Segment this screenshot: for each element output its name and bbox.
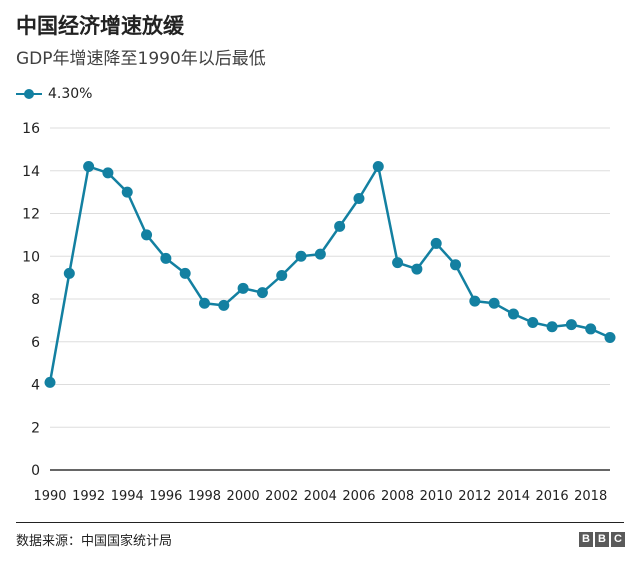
bbc-logo: B B C (579, 532, 625, 547)
data-point (469, 295, 481, 307)
data-point (256, 287, 268, 299)
data-point (160, 252, 172, 264)
x-tick-label: 1998 (188, 489, 221, 504)
x-tick-label: 1990 (33, 489, 66, 504)
y-tick-label: 2 (31, 420, 40, 436)
line-chart: 0 2 4 6 8 10 12 14 16 1990 1992 1994 1996 1998 2000 200… (22, 121, 616, 504)
series-line (48, 165, 611, 383)
x-tick-label: 2008 (381, 489, 414, 504)
x-tick-label: 2014 (497, 489, 530, 504)
x-tick-label: 2016 (536, 489, 569, 504)
data-point (411, 263, 423, 275)
data-point (430, 237, 442, 249)
source-note: 数据来源：中国国家统计局 (16, 534, 173, 549)
data-point (585, 323, 597, 335)
data-point (218, 299, 230, 311)
y-tick-label: 16 (22, 121, 40, 137)
y-tick-label: 4 (31, 378, 40, 394)
x-tick-label: 2006 (342, 489, 375, 504)
y-tick-label: 10 (22, 249, 40, 265)
bbc-logo-letter: B (595, 532, 609, 547)
data-point (179, 267, 191, 279)
data-point (546, 321, 558, 333)
chart-title: 中国经济增速放缓 (16, 14, 184, 38)
y-tick-label: 0 (31, 463, 40, 479)
x-tick-label: 2012 (458, 489, 491, 504)
data-point (450, 259, 462, 271)
data-point (488, 297, 500, 309)
x-tick-label: 1992 (72, 489, 105, 504)
data-point (121, 186, 133, 198)
data-point (102, 167, 114, 179)
data-point (527, 317, 539, 329)
data-point (44, 376, 56, 388)
bbc-logo-letter: B (579, 532, 593, 547)
data-point (507, 308, 519, 320)
x-tick-label: 2004 (304, 489, 337, 504)
data-point (276, 269, 288, 281)
x-tick-label: 1994 (111, 489, 144, 504)
data-point (314, 248, 326, 260)
data-point (372, 160, 384, 172)
legend: 4.30% (16, 84, 92, 104)
data-point (392, 257, 404, 269)
y-tick-label: 8 (31, 292, 40, 308)
y-tick-label: 14 (22, 164, 40, 180)
data-point (604, 331, 616, 343)
x-tick-label: 2002 (265, 489, 298, 504)
legend-line-marker-icon (16, 88, 42, 100)
legend-label: 4.30% (48, 86, 93, 102)
x-tick-label: 2010 (420, 489, 453, 504)
x-tick-label: 2000 (227, 489, 260, 504)
footer-divider (16, 522, 624, 523)
chart-subtitle: GDP年增速降至1990年以后最低 (16, 49, 266, 69)
y-tick-label: 12 (22, 207, 40, 223)
data-point (141, 229, 153, 241)
data-point (565, 319, 577, 331)
data-point (83, 160, 95, 172)
bbc-logo-letter: C (611, 532, 625, 547)
data-point (353, 193, 365, 205)
x-tick-label: 2018 (574, 489, 607, 504)
data-point (334, 220, 346, 232)
x-tick-label: 1996 (149, 489, 182, 504)
data-point (198, 297, 210, 309)
y-tick-label: 6 (31, 335, 40, 351)
data-point (63, 267, 75, 279)
data-point (237, 282, 249, 294)
data-point (295, 250, 307, 262)
